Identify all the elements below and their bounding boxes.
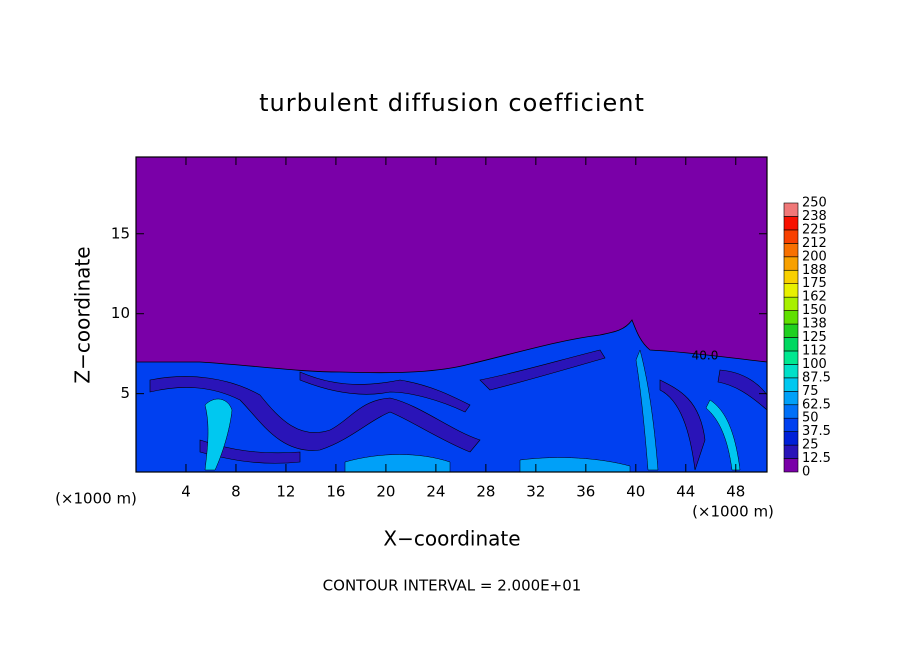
x-tick-label: 20 [376,483,395,501]
x-tick-label: 8 [231,483,241,501]
colorbar-bin [783,243,799,258]
colorbar-label: 75 [802,384,819,399]
x-unit-label: (×1000 m) [692,503,774,521]
colorbar-bin [783,229,799,244]
x-tick-label: 28 [476,483,495,501]
colorbar-bin [783,202,799,217]
colorbar-label: 0 [802,465,810,480]
chart-title: turbulent diffusion coefficient [259,89,645,117]
colorbar-bin [783,431,799,446]
colorbar-bin [783,444,799,459]
x-tick-label: 24 [426,483,445,501]
colorbar-label: 162 [802,290,827,305]
colorbar-label: 50 [802,411,819,426]
field-swirl [479,349,606,391]
field-swirl [199,439,301,464]
field [135,157,768,473]
colorbar-label: 100 [802,357,827,372]
field-streak [519,457,631,473]
colorbar-bin [783,310,799,325]
colorbar-bin [783,283,799,298]
y-tick-label: 10 [111,304,130,322]
x-axis-label: X−coordinate [383,527,520,551]
colorbar-bin [783,269,799,284]
field-streak [204,398,233,471]
colorbar-bin [783,256,799,271]
colorbar-label: 62.5 [802,397,831,412]
y-tick-label: 15 [111,224,130,242]
y-tick-label: 5 [120,384,130,402]
colorbar-label: 175 [802,276,827,291]
x-tick-label: 4 [181,483,191,501]
colorbar-label: 250 [802,196,827,211]
colorbar-label: 212 [802,236,827,251]
plot-frame [135,156,768,473]
colorbar-bin [783,458,799,473]
x-tick-label: 32 [526,483,545,501]
field-streak [635,349,659,471]
x-tick-label: 40 [626,483,645,501]
colorbar-bin [783,377,799,392]
footer: CONTOUR INTERVAL = 2.000E+01 [323,577,582,595]
colorbar-bin [783,216,799,231]
x-tick-label: 36 [576,483,595,501]
contour-label: 40.0 [692,349,719,363]
colorbar-label: 87.5 [802,370,831,385]
colorbar-label: 188 [802,263,827,278]
y-axis-label: Z−coordinate [71,246,95,383]
field-swirl [149,376,481,453]
colorbar-label: 200 [802,249,827,264]
field-swirl [659,379,706,471]
colorbar-bin [783,350,799,365]
colorbar-bin [783,323,799,338]
colorbar-bin [783,404,799,419]
field-streak [705,399,741,471]
colorbar-bin [783,390,799,406]
field-swirl [299,371,471,413]
colorbar-label: 37.5 [802,424,831,439]
colorbar-label: 138 [802,317,827,332]
colorbar-label: 12.5 [802,451,831,466]
colorbar-label: 112 [802,343,827,358]
colorbar-label: 125 [802,330,827,345]
x-unit-label: (×1000 m) [55,490,137,508]
colorbar-bin [783,337,799,352]
colorbar-bin [783,364,799,379]
colorbar-bin [783,417,799,432]
colorbar-label: 225 [802,222,827,237]
colorbar-label: 25 [802,438,819,453]
field-streak [344,454,451,473]
x-tick-label: 44 [676,483,695,501]
x-tick-label: 48 [726,483,745,501]
colorbar-label: 238 [802,209,827,224]
x-tick-label: 16 [326,483,345,501]
colorbar-label: 150 [802,303,827,318]
x-tick-label: 12 [276,483,295,501]
colorbar-bin [783,296,799,311]
